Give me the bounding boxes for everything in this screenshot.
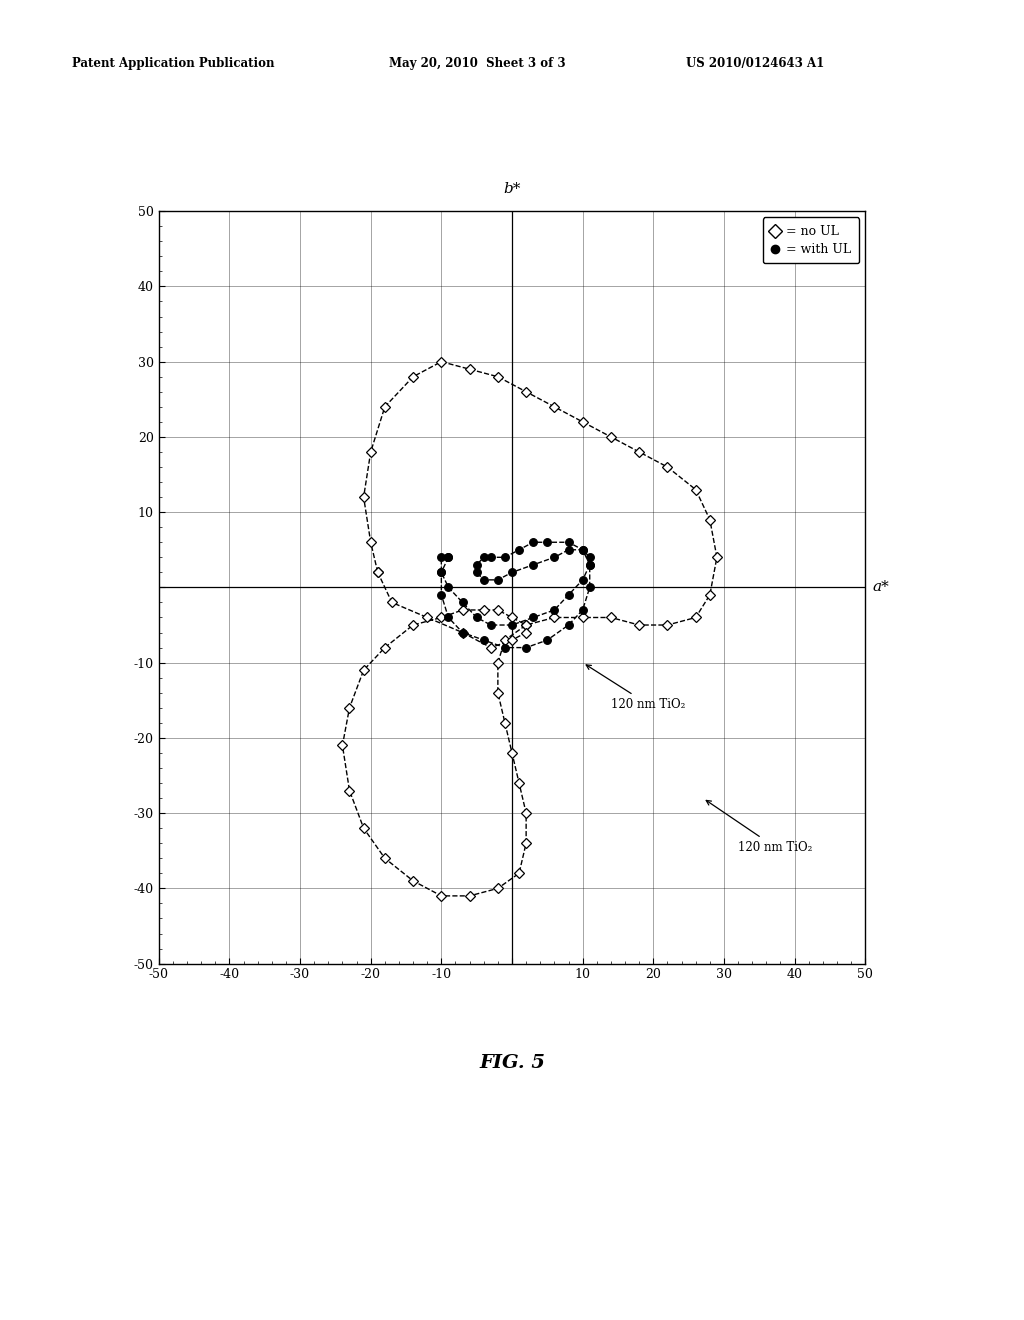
Legend: = no UL, = with UL: = no UL, = with UL [763, 218, 859, 264]
Text: b*: b* [504, 182, 520, 197]
Text: US 2010/0124643 A1: US 2010/0124643 A1 [686, 57, 824, 70]
Text: FIG. 5: FIG. 5 [479, 1053, 545, 1072]
Text: a*: a* [872, 581, 889, 594]
Text: May 20, 2010  Sheet 3 of 3: May 20, 2010 Sheet 3 of 3 [389, 57, 565, 70]
Text: 120 nm TiO₂: 120 nm TiO₂ [586, 665, 685, 710]
Text: 120 nm TiO₂: 120 nm TiO₂ [707, 800, 812, 854]
Text: Patent Application Publication: Patent Application Publication [72, 57, 274, 70]
